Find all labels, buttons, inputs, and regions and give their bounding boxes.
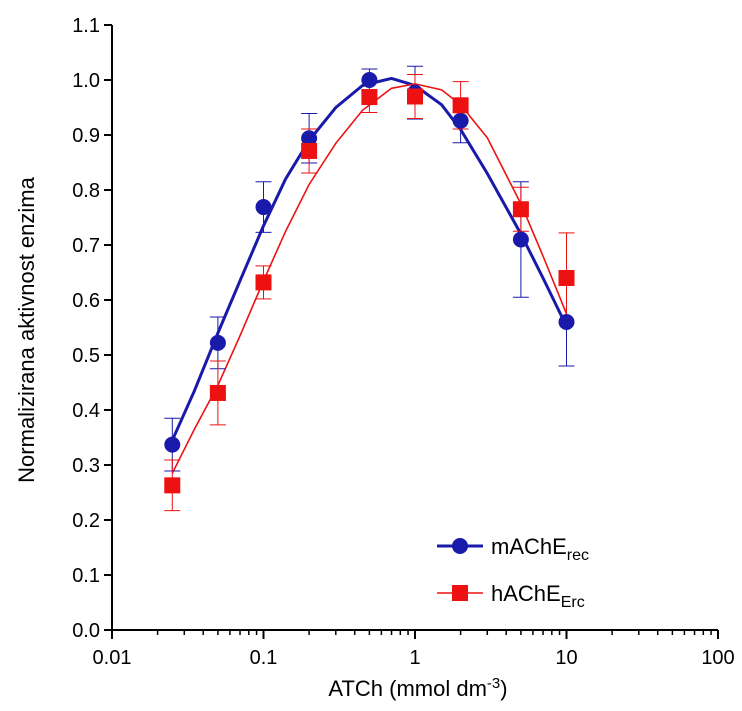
x-axis-title: ATCh (mmol dm-3) — [328, 675, 507, 701]
data-point — [209, 334, 226, 351]
data-point — [301, 130, 318, 147]
x-tick-label: 10 — [555, 647, 577, 669]
legend-label-main: mAChE — [491, 534, 567, 559]
y-tick-label: 0.9 — [72, 125, 100, 147]
y-tick-label: 0.3 — [72, 455, 100, 477]
data-point — [164, 477, 181, 494]
data-point — [558, 270, 575, 286]
legend-label-main: hAChE — [491, 581, 561, 606]
error-bars — [164, 65, 575, 512]
y-tick-label: 0.7 — [72, 235, 100, 257]
y-tick-label: 0.8 — [72, 180, 100, 202]
x-tick-label: 0.01 — [93, 647, 132, 669]
x-axis-title-main: ATCh (mmol dm — [328, 676, 487, 701]
x-axis-title-close: ) — [500, 676, 507, 701]
data-point — [301, 142, 318, 159]
legend: mAChErec hAChEErc — [437, 534, 589, 611]
y-tick-label: 1.0 — [72, 70, 100, 92]
data-point — [407, 88, 423, 105]
data-point — [512, 201, 529, 218]
data-point — [255, 274, 272, 291]
data-point — [361, 89, 378, 106]
data-point — [255, 199, 272, 216]
data-point — [361, 72, 378, 88]
fit-curves — [170, 76, 568, 474]
y-axis-title: Normalizirana aktivnost enzima — [14, 176, 39, 482]
data-point — [164, 436, 181, 453]
data-point — [452, 97, 469, 114]
data-points — [164, 72, 575, 494]
axes: 0.0 0.1 0.2 0.3 0.4 0.5 0.6 0.7 0.8 0.9 1.0 1.1 0.01… — [72, 15, 735, 669]
data-point — [209, 384, 226, 401]
legend-label: mAChErec — [491, 534, 589, 564]
y-tick-label: 0.4 — [72, 400, 100, 422]
legend-label-subscript: Erc — [561, 594, 585, 611]
x-tick-label: 0.1 — [250, 647, 278, 669]
y-tick-label: 0.5 — [72, 345, 100, 367]
legend-marker — [452, 585, 468, 601]
y-tick-label: 0.6 — [72, 290, 100, 312]
y-tick-label: 0.0 — [72, 620, 100, 642]
data-point — [558, 314, 575, 330]
y-tick-label: 1.1 — [72, 15, 100, 37]
data-point — [452, 112, 469, 129]
fit-line — [170, 76, 568, 441]
data-point — [512, 231, 529, 248]
fit-line — [171, 83, 568, 474]
y-tick-label: 0.2 — [72, 510, 100, 532]
legend-label: hAChEErc — [491, 581, 585, 611]
x-tick-label: 1 — [409, 647, 420, 669]
x-tick-label: 100 — [701, 647, 734, 669]
y-tick-label: 0.1 — [72, 565, 100, 587]
legend-marker — [452, 538, 468, 554]
legend-label-subscript: rec — [567, 547, 589, 564]
x-axis-title-superscript: -3 — [487, 675, 500, 692]
